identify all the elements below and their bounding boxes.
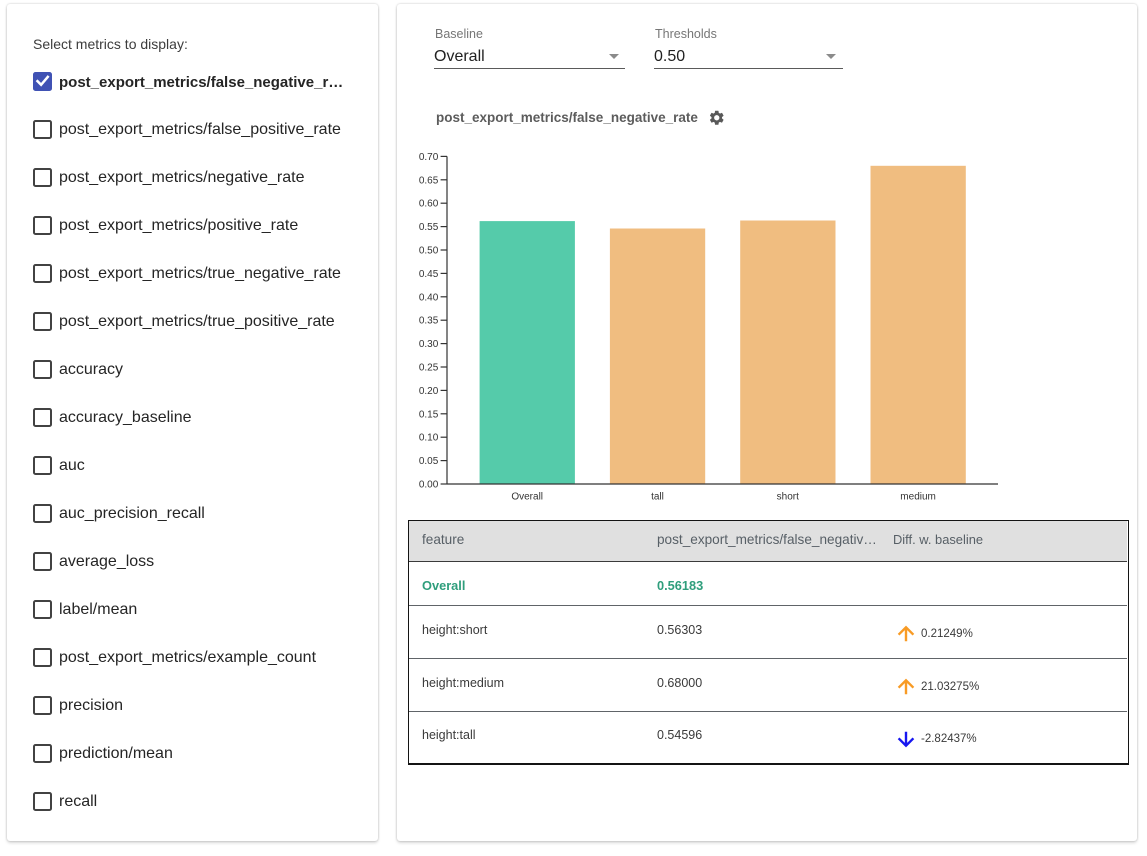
svg-text:0.35: 0.35: [419, 316, 439, 327]
svg-text:0.05: 0.05: [419, 456, 439, 467]
svg-text:0.60: 0.60: [419, 199, 439, 210]
svg-text:0.55: 0.55: [419, 222, 439, 233]
svg-text:0.25: 0.25: [419, 363, 439, 374]
svg-text:0.30: 0.30: [419, 339, 439, 350]
svg-text:0.10: 0.10: [419, 433, 439, 444]
svg-text:tall: tall: [651, 491, 664, 502]
svg-text:0.20: 0.20: [419, 386, 439, 397]
svg-text:medium: medium: [900, 491, 936, 502]
svg-text:0.65: 0.65: [419, 175, 439, 186]
svg-text:Overall: Overall: [511, 491, 543, 502]
svg-text:0.40: 0.40: [419, 292, 439, 303]
svg-text:0.70: 0.70: [419, 152, 439, 163]
svg-text:0.50: 0.50: [419, 246, 439, 257]
svg-text:short: short: [777, 491, 799, 502]
svg-text:0.00: 0.00: [419, 480, 439, 491]
svg-text:0.15: 0.15: [419, 409, 439, 420]
svg-text:0.45: 0.45: [419, 269, 439, 280]
